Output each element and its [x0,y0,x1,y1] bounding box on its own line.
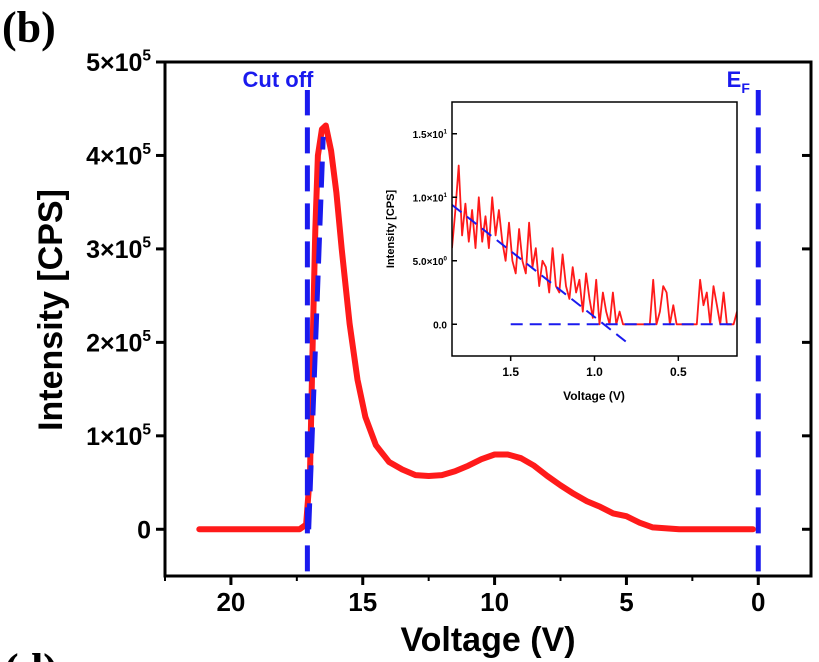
main-y-axis-title: Intensity [CPS] [32,189,70,431]
main-tick-group [156,60,811,585]
inset-background [452,102,737,356]
main-x-tick-label: 5 [619,587,633,617]
inset-y-tick-label: 1.5×101 [413,129,448,141]
inset-y-axis-title: Intensity [CPS] [385,190,397,269]
inset-x-tick-labels: 1.5 1.0 0.5 [502,365,687,379]
inset-x-axis-title: Voltage (V) [563,389,625,403]
inset-clipped-marks [452,164,737,345]
main-x-tick-label: 15 [348,587,377,617]
inset-y-tick-label: 0.0 [433,320,447,331]
main-x-tick-label: 0 [751,587,765,617]
main-y-tick-label: 2×105 [86,328,151,358]
main-y-tick-labels: 0 1×105 2×105 3×105 4×105 5×105 [86,48,151,545]
cutoff-marker-label: Cut off [243,67,315,92]
inset-x-tick-label: 1.5 [502,365,519,379]
inset-y-tick-labels: 0.0 5.0×100 1.0×101 1.5×101 [413,129,448,332]
inset-y-tick-label: 5.0×100 [413,256,448,268]
main-y-tick-label: 4×105 [86,141,151,171]
inset-x-tick-label: 0.5 [670,365,687,379]
main-x-axis-title: Voltage (V) [400,621,575,659]
main-y-tick-label: 3×105 [86,234,151,264]
inset-tick-group [452,133,680,361]
main-x-tick-label: 20 [216,587,245,617]
main-x-tick-labels: 20 15 10 5 0 [216,587,765,617]
main-chart: Cut off EF 0 1×105 2×105 3×105 4×105 5×105 20 1… [32,48,813,659]
main-spectrum-line [196,122,756,533]
fermi-marker-label: EF [727,67,751,96]
main-x-tick-label: 10 [480,587,509,617]
main-plot-frame [163,60,813,578]
inset-x-tick-label: 1.0 [586,365,603,379]
panel-label-b: (b) [2,3,56,52]
inset-chart: 0.0 5.0×100 1.0×101 1.5×101 1.5 1.0 0.5 Volta… [385,101,738,403]
main-y-tick-label: 1×105 [86,421,151,451]
main-cutoff-fit-line [306,136,326,530]
main-annotations-group: Cut off EF [243,67,761,572]
inset-marks-group [452,164,737,345]
main-y-tick-label: 0 [137,516,151,544]
inset-y-tick-label: 1.0×101 [413,192,448,204]
panel-label-d: (d) [4,645,58,662]
main-y-tick-label: 5×105 [86,48,151,78]
main-marks-group [196,122,756,533]
